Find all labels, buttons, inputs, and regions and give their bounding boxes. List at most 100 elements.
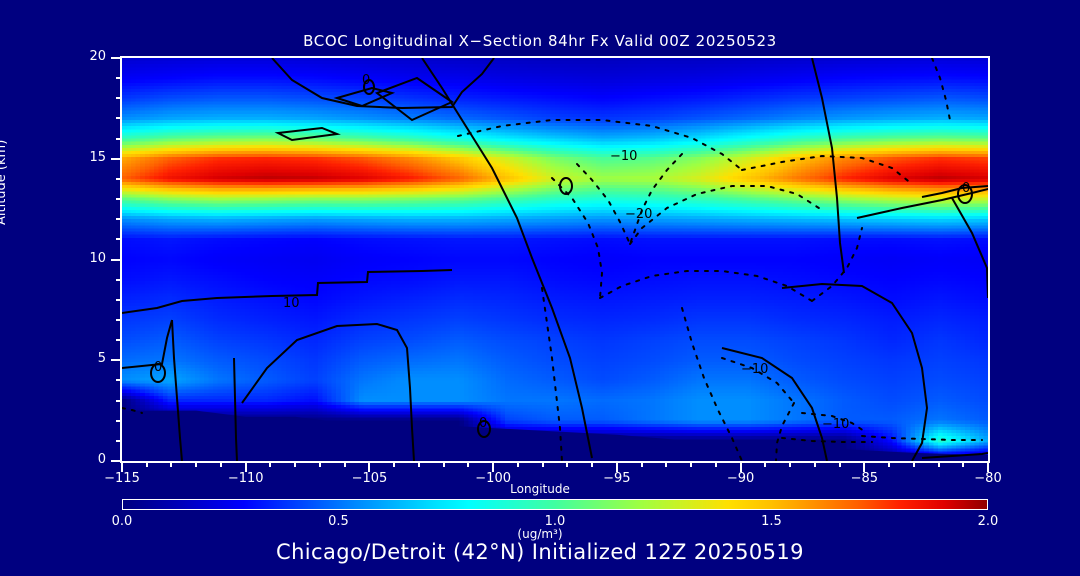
colorbar-tick-label: 0.0	[92, 514, 152, 529]
x-tick-minor	[888, 461, 891, 467]
y-tick-major	[111, 258, 122, 261]
contour-label: 10	[283, 296, 300, 311]
contour-label: −10	[822, 417, 849, 432]
x-tick-minor	[714, 461, 717, 467]
x-tick-minor	[566, 461, 569, 467]
contour-label: 0	[362, 73, 370, 88]
y-tick-label: 20	[62, 49, 106, 64]
x-tick-label: −110	[216, 471, 276, 486]
x-tick-minor	[294, 461, 297, 467]
x-tick-minor	[912, 461, 915, 467]
contour-lines-dotted	[122, 58, 983, 461]
contour-dotted-m20-band	[599, 270, 813, 302]
contour-label: −10	[610, 149, 637, 164]
contour-dotted-low-horiz2	[801, 412, 868, 434]
x-tick-label: −100	[463, 471, 523, 486]
contour-solid-left-v2	[233, 357, 238, 461]
y-tick-minor	[116, 77, 122, 80]
x-tick-minor	[813, 461, 816, 467]
contour-solid-diagonal	[421, 58, 593, 459]
x-tick-major	[244, 461, 247, 472]
x-axis-label: Longitude	[0, 482, 1080, 496]
colorbar-units: (ug/m³)	[0, 527, 1080, 541]
y-tick-minor	[116, 399, 122, 402]
contour-solid-left-low	[122, 319, 173, 369]
contour-solid-arch	[241, 322, 415, 461]
y-tick-major	[111, 157, 122, 160]
contour-closed-small-3	[374, 76, 455, 122]
contour-dotted-vert-mid2	[681, 307, 743, 461]
x-tick-major	[368, 461, 371, 472]
colorbar-tick-label: 1.5	[742, 514, 802, 529]
contour-label: −10	[741, 362, 768, 377]
y-tick-major	[111, 359, 122, 362]
x-tick-label: −85	[834, 471, 894, 486]
contour-solid-bottom-right	[921, 452, 988, 459]
x-tick-minor	[516, 461, 519, 467]
x-tick-minor	[219, 461, 222, 467]
contour-dotted-m10-low2	[775, 402, 795, 461]
contour-dotted-top2	[741, 154, 913, 185]
x-tick-minor	[789, 461, 792, 467]
x-tick-minor	[417, 461, 420, 467]
contour-solid-far-right2	[951, 197, 988, 299]
contour-label: 0	[962, 181, 970, 196]
contour-lines	[122, 58, 988, 461]
x-tick-minor	[591, 461, 594, 467]
contour-solid-right-upper	[856, 187, 988, 219]
contour-label-ring-0-left	[150, 363, 166, 383]
heatmap-cells	[122, 58, 988, 461]
colorbar-tick-label: 2.0	[958, 514, 1018, 529]
x-tick-minor	[838, 461, 841, 467]
figure-footer: Chicago/Detroit (42°N) Initialized 12Z 2…	[0, 540, 1080, 564]
y-tick-label: 5	[62, 351, 106, 366]
y-tick-minor	[116, 339, 122, 342]
x-tick-minor	[665, 461, 668, 467]
x-tick-label: −115	[92, 471, 152, 486]
terrain-mask	[122, 410, 988, 461]
contour-label-ring-0-top	[363, 79, 375, 95]
y-tick-minor	[116, 298, 122, 301]
x-tick-minor	[195, 461, 198, 467]
x-tick-minor	[541, 461, 544, 467]
x-tick-label: −80	[958, 471, 1018, 486]
page-title: BCOC Longitudinal X−Section 84hr Fx Vali…	[0, 32, 1080, 50]
y-tick-minor	[116, 117, 122, 120]
x-tick-minor	[145, 461, 148, 467]
y-tick-minor	[116, 238, 122, 241]
y-axis-label: Altitude (km)	[0, 140, 9, 225]
x-tick-major	[987, 461, 989, 472]
colorbar-tick-label: 1.0	[525, 514, 585, 529]
contour-solid-right-vert	[811, 58, 845, 274]
y-tick-label: 0	[62, 452, 106, 467]
contour-dotted-vert-mid	[541, 287, 563, 461]
heatmap-canvas: 0 0 10 0 −10 −20 −10 −10 0	[122, 58, 988, 461]
contour-label: 0	[479, 416, 487, 431]
y-tick-label: 15	[62, 150, 106, 165]
y-tick-minor	[116, 278, 122, 281]
y-tick-major	[111, 460, 122, 462]
x-tick-minor	[343, 461, 346, 467]
contour-closed-small-1	[333, 86, 396, 108]
contour-text-layer: 0 0 10 0 −10 −20 −10 −10 0	[154, 73, 970, 432]
x-tick-minor	[269, 461, 272, 467]
cross-section-plot: 0 0 10 0 −10 −20 −10 −10 0	[120, 56, 990, 463]
contour-solid-far-right	[921, 185, 988, 198]
contour-solid-right-low	[781, 282, 929, 461]
x-tick-minor	[170, 461, 173, 467]
y-tick-major	[111, 57, 122, 59]
x-tick-major	[121, 461, 123, 472]
x-tick-label: −105	[339, 471, 399, 486]
x-tick-minor	[962, 461, 965, 467]
contour-dotted-topright	[931, 58, 951, 121]
y-tick-minor	[116, 198, 122, 201]
y-tick-minor	[116, 177, 122, 180]
x-tick-minor	[442, 461, 445, 467]
contour-dotted-top	[457, 119, 743, 171]
y-tick-minor	[116, 379, 122, 382]
x-tick-minor	[640, 461, 643, 467]
x-tick-major	[739, 461, 742, 472]
contour-dotted-m10-left2	[629, 153, 683, 245]
contour-dotted-bottom-right	[861, 435, 983, 441]
y-tick-minor	[116, 439, 122, 442]
